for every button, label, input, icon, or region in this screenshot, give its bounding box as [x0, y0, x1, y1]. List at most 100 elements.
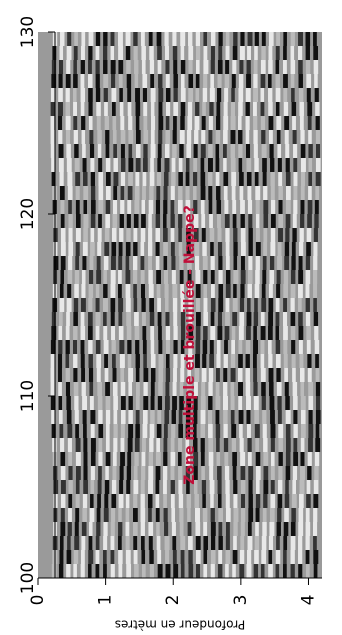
- reflection-band: [178, 438, 183, 452]
- reflection-band: [171, 522, 176, 536]
- reflection-band: [315, 186, 320, 200]
- reflection-band: [165, 354, 170, 368]
- reflection-band: [313, 284, 318, 298]
- reflection-band: [90, 438, 96, 452]
- reflection-band: [200, 396, 206, 410]
- reflection-band: [88, 354, 93, 368]
- reflection-band: [188, 88, 194, 102]
- reflection-band: [240, 228, 246, 242]
- reflection-band: [216, 368, 220, 382]
- reflection-band: [283, 340, 288, 354]
- reflection-band: [73, 550, 79, 564]
- reflection-band: [307, 354, 312, 368]
- reflection-band: [268, 46, 273, 60]
- reflection-band: [125, 32, 131, 46]
- reflection-band: [96, 270, 102, 284]
- reflection-band: [180, 368, 185, 382]
- reflection-band: [103, 74, 109, 88]
- reflection-band: [193, 186, 197, 200]
- reflection-band: [180, 326, 186, 340]
- reflection-band: [305, 564, 310, 578]
- reflection-band: [110, 60, 116, 74]
- reflection-band: [96, 354, 102, 368]
- reflection-band: [81, 368, 85, 382]
- reflection-band: [89, 130, 94, 144]
- reflection-band: [58, 60, 64, 74]
- reflection-band: [75, 228, 81, 242]
- reflection-band: [231, 88, 235, 102]
- reflection-band: [103, 508, 109, 522]
- reflection-band: [75, 494, 80, 508]
- reflection-band: [83, 424, 87, 438]
- reflection-band: [208, 116, 213, 130]
- reflection-band: [103, 270, 107, 284]
- reflection-band: [104, 102, 108, 116]
- reflection-band: [298, 46, 303, 60]
- reflection-band: [170, 228, 175, 242]
- reflection-band: [125, 550, 131, 564]
- reflection-band: [150, 340, 155, 354]
- reflection-band: [233, 508, 239, 522]
- reflection-band: [218, 508, 224, 522]
- reflection-band: [163, 480, 167, 494]
- reflection-band: [173, 564, 179, 578]
- reflection-band: [157, 312, 162, 326]
- reflection-band: [313, 312, 319, 326]
- reflection-band: [118, 564, 123, 578]
- reflection-band: [275, 88, 281, 102]
- reflection-band: [133, 46, 138, 60]
- reflection-band: [110, 312, 115, 326]
- reflection-band: [270, 200, 276, 214]
- reflection-band: [193, 396, 198, 410]
- reflection-band: [180, 354, 185, 368]
- reflection-band: [65, 326, 70, 340]
- reflection-band: [203, 270, 208, 284]
- reflection-band: [164, 522, 169, 536]
- reflection-band: [239, 60, 244, 74]
- reflection-band: [306, 326, 311, 340]
- reflection-band: [203, 550, 208, 564]
- reflection-band: [307, 200, 313, 214]
- reflection-band: [193, 452, 199, 466]
- reflection-band: [216, 452, 221, 466]
- reflection-band: [120, 368, 125, 382]
- reflection-band: [58, 326, 63, 340]
- reflection-band: [165, 368, 171, 382]
- reflection-band: [263, 494, 268, 508]
- reflection-band: [216, 88, 222, 102]
- reflection-band: [75, 172, 81, 186]
- reflection-band: [125, 270, 131, 284]
- reflection-band: [210, 242, 214, 256]
- reflection-band: [202, 340, 208, 354]
- reflection-band: [98, 172, 104, 186]
- reflection-band: [165, 382, 170, 396]
- reflection-band: [300, 200, 305, 214]
- reflection-band: [305, 46, 310, 60]
- reflection-band: [105, 158, 111, 172]
- reflection-band: [186, 228, 191, 242]
- reflection-band: [240, 452, 246, 466]
- reflection-band: [300, 466, 305, 480]
- reflection-band: [314, 88, 319, 102]
- reflection-band: [50, 102, 56, 116]
- reflection-band: [96, 256, 101, 270]
- reflection-band: [73, 382, 79, 396]
- reflection-band: [118, 298, 124, 312]
- reflection-band: [104, 116, 109, 130]
- reflection-band: [210, 494, 214, 508]
- reflection-band: [118, 242, 123, 256]
- reflection-band: [143, 144, 148, 158]
- reflection-band: [170, 186, 175, 200]
- reflection-band: [149, 438, 154, 452]
- reflection-band: [143, 116, 148, 130]
- reflection-band: [195, 46, 201, 60]
- reflection-band: [231, 424, 237, 438]
- reflection-band: [194, 242, 200, 256]
- reflection-band: [68, 228, 73, 242]
- reflection-band: [60, 480, 66, 494]
- reflection-band: [260, 88, 265, 102]
- reflection-band: [113, 424, 118, 438]
- reflection-band: [239, 424, 243, 438]
- reflection-band: [286, 186, 291, 200]
- reflection-band: [140, 284, 146, 298]
